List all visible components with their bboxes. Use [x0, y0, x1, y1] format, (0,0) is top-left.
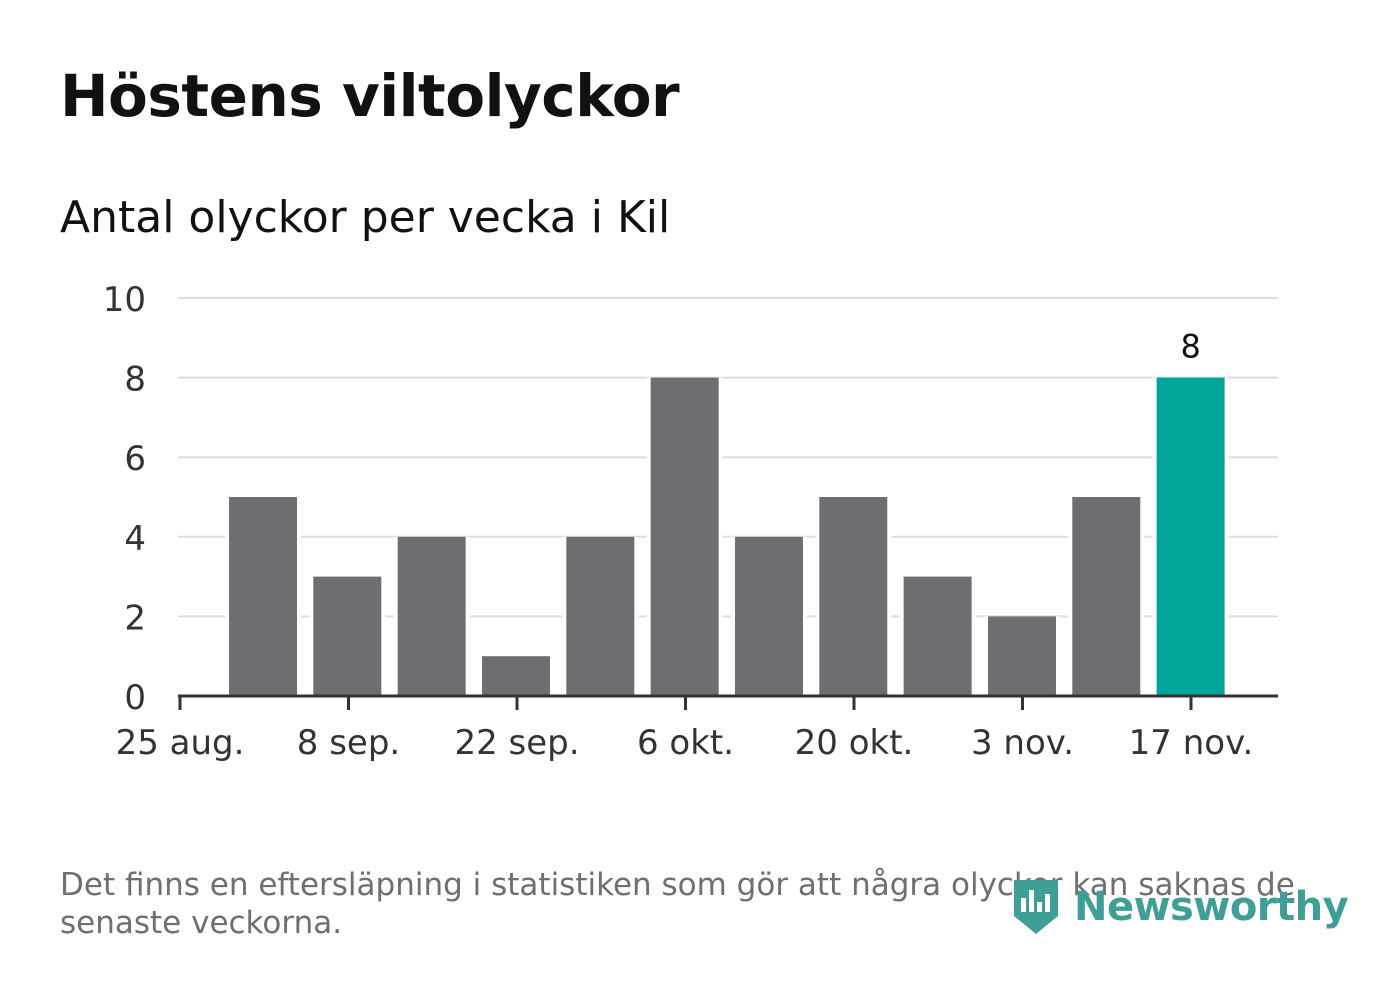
y-tick-label: 10	[103, 280, 146, 320]
x-axis-ticks: 25 aug. 8 sep. 22 sep. 6 okt. 20 okt. 3 nov. 1…	[116, 696, 1254, 763]
y-tick-label: 0	[124, 678, 146, 718]
bar	[987, 616, 1056, 696]
bar-chart: 0 2 4 6 8 10 25 aug. 8 sep. 22 sep. 6 okt. 20 okt…	[103, 280, 1278, 763]
footnote: Det finns en eftersläpning i statistiken…	[60, 867, 1295, 941]
x-tick-label: 25 aug.	[116, 723, 245, 763]
bar	[819, 497, 888, 696]
newsworthy-logo-text: Newsworthy	[1074, 884, 1349, 930]
x-tick-label: 3 nov.	[971, 723, 1074, 763]
y-tick-label: 6	[124, 439, 146, 479]
x-tick-label: 17 nov.	[1129, 723, 1254, 763]
bar	[734, 536, 803, 696]
bar	[650, 377, 719, 696]
chart-title: Höstens viltolyckor	[60, 62, 680, 130]
bar	[1156, 377, 1225, 696]
x-tick-label: 22 sep.	[454, 723, 579, 763]
bar	[566, 536, 635, 696]
bar	[481, 656, 550, 696]
x-tick-label: 20 okt.	[795, 723, 914, 763]
bars	[225, 377, 1229, 696]
newsworthy-logo: Newsworthy	[1010, 876, 1349, 938]
data-label: 8	[1180, 328, 1200, 366]
newsworthy-logo-icon	[1014, 880, 1058, 934]
x-tick-label: 6 okt.	[637, 723, 734, 763]
bar	[903, 576, 972, 696]
y-tick-label: 2	[124, 598, 146, 638]
y-tick-label: 8	[124, 360, 146, 400]
y-tick-label: 4	[124, 519, 146, 559]
bar	[229, 497, 297, 696]
x-tick-label: 8 sep.	[297, 723, 400, 763]
chart-subtitle: Antal olyckor per vecka i Kil	[60, 192, 671, 243]
bar	[313, 576, 382, 696]
bar	[397, 536, 466, 696]
y-axis-ticks: 0 2 4 6 8 10	[103, 280, 146, 718]
bar	[1072, 497, 1141, 696]
data-labels: 8	[1180, 328, 1200, 366]
